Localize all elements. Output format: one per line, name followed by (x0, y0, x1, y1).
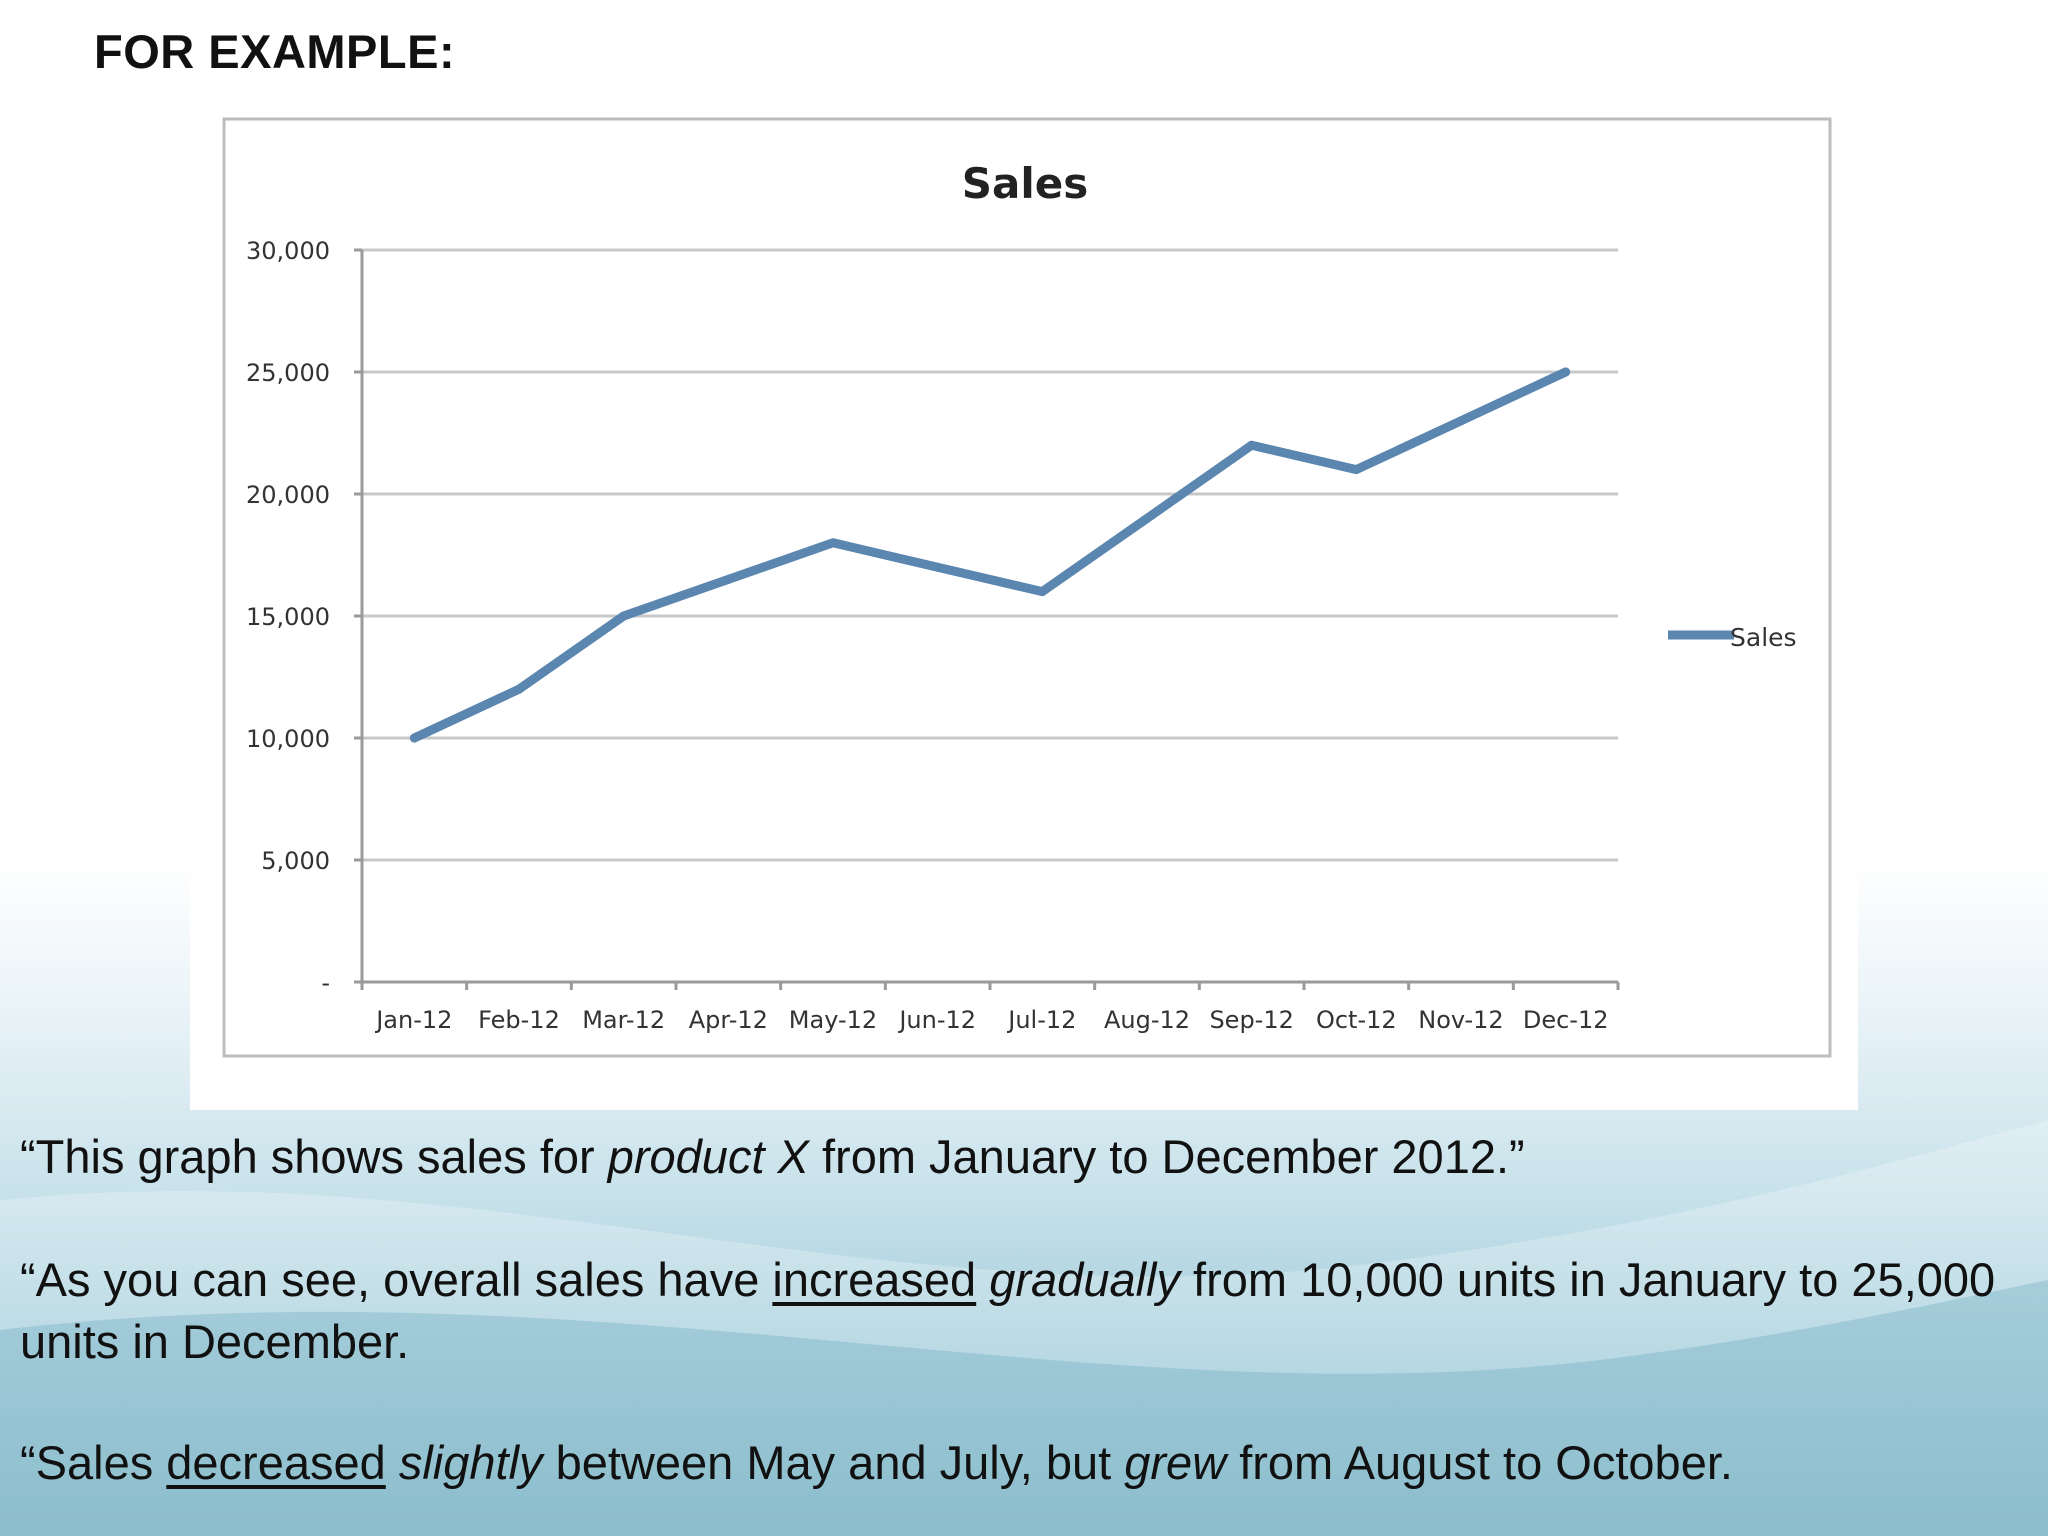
caption-trend: “As you can see, overall sales have incr… (20, 1249, 2040, 1373)
x-tick-label: Jul-12 (1006, 1006, 1076, 1034)
caption-text: “As you can see, overall sales have (20, 1253, 773, 1306)
data-point (409, 733, 419, 743)
plot-area (409, 367, 1571, 743)
caption-text: from August to October. (1226, 1436, 1733, 1489)
caption-text: from 10,000 units in January to 25,000 u… (20, 1253, 1996, 1368)
axes (354, 248, 1620, 990)
x-tick-label: Aug-12 (1104, 1006, 1190, 1034)
x-axis-tick-labels: Jan-12 Feb-12 Mar-12 Apr-12 May-12 Jun-12 Jul-… (374, 1006, 1608, 1034)
caption-emphasis: gradually (989, 1253, 1180, 1306)
caption-text: from January to December 2012.” (808, 1130, 1525, 1183)
series-line-sales (409, 367, 1571, 743)
y-tick-label: - (321, 969, 330, 997)
data-point (1247, 440, 1257, 450)
caption-text: “This graph shows sales for (20, 1130, 608, 1183)
x-tick-label: Apr-12 (689, 1006, 768, 1034)
data-point (723, 574, 733, 584)
data-point (828, 538, 838, 548)
data-point (1351, 465, 1361, 475)
y-axis-tick-labels: - 5,000 10,000 15,000 20,000 25,000 30,000 (246, 237, 330, 997)
caption-text: “Sales (20, 1436, 167, 1489)
gridlines (362, 248, 1618, 862)
x-tick-label: Feb-12 (478, 1006, 560, 1034)
chart-title: Sales (962, 159, 1088, 208)
caption-underline: decreased (166, 1436, 386, 1489)
x-tick-label: Oct-12 (1316, 1006, 1397, 1034)
caption-emphasis: grew (1124, 1436, 1227, 1489)
data-point (1456, 416, 1466, 426)
caption-text (976, 1253, 989, 1306)
x-tick-label: Jun-12 (897, 1006, 976, 1034)
data-point (1037, 587, 1047, 597)
data-point (619, 611, 629, 621)
y-tick-label: 20,000 (246, 481, 330, 509)
x-tick-label: Nov-12 (1418, 1006, 1503, 1034)
legend: Sales (1668, 623, 1797, 652)
y-tick-label: 5,000 (261, 847, 330, 875)
data-point (933, 562, 943, 572)
x-tick-label: May-12 (789, 1006, 877, 1034)
slide-heading: FOR EXAMPLE: (94, 25, 456, 78)
y-tick-label: 15,000 (246, 603, 330, 631)
caption-emphasis: slightly (398, 1436, 543, 1489)
x-tick-label: Sep-12 (1209, 1006, 1293, 1034)
y-tick-label: 25,000 (246, 359, 330, 387)
y-tick-label: 10,000 (246, 725, 330, 753)
legend-label-sales: Sales (1730, 623, 1797, 652)
data-point (1561, 367, 1571, 377)
caption-text: between May and July, but (542, 1436, 1125, 1489)
caption-intro: “This graph shows sales for product X fr… (20, 1126, 2040, 1188)
data-point (1142, 513, 1152, 523)
caption-text (386, 1436, 399, 1489)
y-tick-label: 30,000 (246, 237, 330, 265)
x-tick-label: Mar-12 (582, 1006, 665, 1034)
x-tick-label: Dec-12 (1523, 1006, 1609, 1034)
caption-emphasis: product X (607, 1130, 809, 1183)
caption-detail: “Sales decreased slightly between May an… (20, 1432, 2040, 1494)
data-point (514, 684, 524, 694)
x-tick-label: Jan-12 (374, 1006, 452, 1034)
caption-underline: increased (772, 1253, 977, 1306)
